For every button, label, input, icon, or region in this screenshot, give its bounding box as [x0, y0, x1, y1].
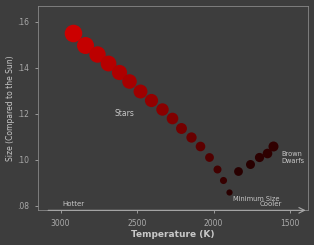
Text: Cooler: Cooler [260, 201, 282, 207]
Text: Stars: Stars [115, 109, 135, 118]
Text: Brown
Dwarfs: Brown Dwarfs [281, 151, 304, 164]
Point [220, 178, 225, 182]
Point [83, 43, 88, 47]
Point [257, 156, 262, 159]
Point [207, 156, 212, 159]
Point [116, 70, 121, 74]
X-axis label: Temperature (K): Temperature (K) [131, 231, 215, 239]
Point [248, 162, 253, 166]
Text: Hotter: Hotter [62, 201, 84, 207]
Point [188, 135, 193, 139]
Point [271, 144, 276, 148]
Point [138, 89, 143, 93]
Point [265, 151, 270, 155]
Point [127, 80, 132, 84]
Point [236, 169, 241, 173]
Point [170, 116, 175, 120]
Text: Minimum Size: Minimum Size [234, 196, 280, 202]
Point [226, 190, 231, 194]
Point [148, 98, 153, 102]
Point [214, 167, 219, 171]
Point [179, 125, 184, 129]
Point [197, 144, 202, 148]
Point [70, 31, 75, 35]
Point [106, 61, 111, 65]
Point [159, 107, 164, 111]
Y-axis label: Size (Compared to the Sun): Size (Compared to the Sun) [6, 55, 14, 161]
Point [95, 52, 100, 56]
